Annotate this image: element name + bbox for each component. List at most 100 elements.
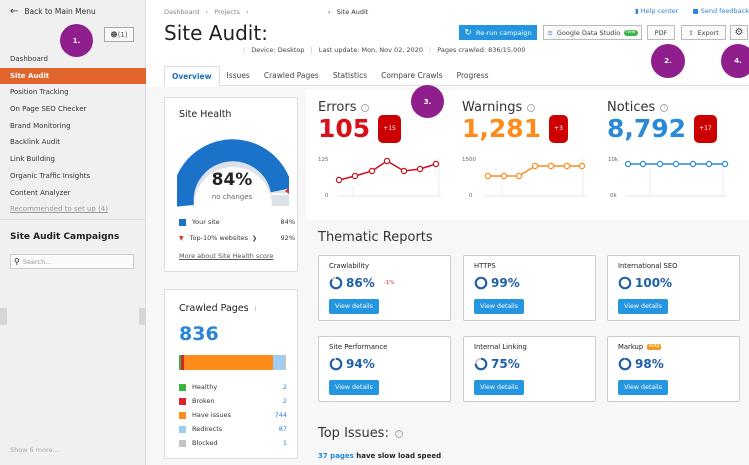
warnings-ymin: 0 <box>469 193 473 199</box>
breadcrumb: Dashboard › Projects › › Site Audit <box>164 8 368 16</box>
notices-metric[interactable]: Notices i 8,792 +17 <box>607 100 717 143</box>
sidebar-divider <box>0 219 146 220</box>
info-icon[interactable]: i <box>254 305 257 313</box>
breadcrumb-dashboard[interactable]: Dashboard <box>164 8 200 16</box>
chevron-down-icon: ❯ <box>252 234 258 242</box>
sidebar-item-organic-traffic-insights[interactable]: Organic Traffic Insights <box>10 171 91 180</box>
sidebar-item-content-analyzer[interactable]: Content Analyzer <box>10 188 71 197</box>
row-value[interactable]: 744 <box>274 411 287 419</box>
campaign-search-input[interactable]: ⚲ Search... <box>10 254 134 269</box>
show-more-link[interactable]: Show 6 more... <box>10 446 59 454</box>
row-healthy[interactable]: Healthy 2 <box>179 383 287 391</box>
notices-value: 8,792 <box>607 114 687 143</box>
tab-overview[interactable]: Overview <box>164 66 220 87</box>
book-icon: ▮ <box>635 7 641 15</box>
row-label: Have issues <box>192 411 231 419</box>
help-center-link[interactable]: ▮ Help center <box>635 7 678 15</box>
site-health-more-link[interactable]: More about Site Health score <box>179 252 274 260</box>
view-details-button[interactable]: View details <box>474 299 524 314</box>
tab-statistics[interactable]: Statistics <box>332 71 368 80</box>
sidebar-item-site-audit[interactable]: Site Audit <box>0 67 146 85</box>
report-card-site-performance: Site Performance 94% View details <box>318 336 451 402</box>
view-details-button[interactable]: View details <box>618 299 668 314</box>
row-have-issues[interactable]: Have issues 744 <box>179 411 287 419</box>
team-count: (1) <box>117 30 128 39</box>
report-pct: 94% <box>346 357 375 371</box>
tab-compare-crawls[interactable]: Compare Crawls <box>381 71 443 80</box>
errors-label: Errors <box>318 100 357 115</box>
rerun-campaign-button[interactable]: ↻ Re-run campaign <box>459 25 537 40</box>
info-icon[interactable]: i <box>394 429 403 438</box>
users-icon: ☻ <box>110 30 118 39</box>
top-issues-title: Top Issues: <box>318 426 389 441</box>
report-name: Internal Linking <box>474 343 527 351</box>
sidebar-item-dashboard[interactable]: Dashboard <box>10 55 48 63</box>
google-data-studio-button[interactable]: ≡ Google Data Studio new <box>543 25 642 40</box>
device-info: Device: Desktop <box>251 46 305 54</box>
back-to-main-menu-link[interactable]: ← Back to Main Menu <box>10 6 96 17</box>
legend-value: 92% <box>280 234 295 242</box>
report-delta: -1% <box>383 280 395 286</box>
sidebar-item-recommended[interactable]: Recommended to set up (4) <box>10 205 108 214</box>
sidebar-item-on-page-seo-checker[interactable]: On Page SEO Checker <box>10 105 87 114</box>
legend-top-10[interactable]: ▼ Top-10% websites ❯ 92% <box>179 234 295 242</box>
view-details-button[interactable]: View details <box>618 380 668 395</box>
info-icon[interactable]: i <box>361 103 370 112</box>
breadcrumb-separator: › <box>201 8 213 16</box>
annotation-badge-2: 2. <box>651 44 685 78</box>
legend-label: Your site <box>192 218 220 226</box>
search-icon: ⚲ <box>14 257 20 266</box>
errors-ymin: 0 <box>325 193 329 199</box>
report-name: HTTPS <box>474 262 496 270</box>
speech-bubble-icon: ■ <box>692 7 701 15</box>
row-broken[interactable]: Broken 2 <box>179 397 287 405</box>
report-pct: 99% <box>491 276 520 290</box>
errors-metric[interactable]: Errors i 105 +15 <box>318 100 401 143</box>
row-value[interactable]: 87 <box>278 425 287 433</box>
report-pct: 98% <box>635 357 664 371</box>
errors-delta-badge: +15 <box>378 115 401 143</box>
row-value[interactable]: 2 <box>282 383 287 391</box>
report-name: Markup beta <box>618 343 662 351</box>
tab-progress[interactable]: Progress <box>456 71 489 80</box>
view-details-button[interactable]: View details <box>474 380 524 395</box>
bar-broken <box>181 355 184 370</box>
breadcrumb-projects[interactable]: Projects <box>214 8 240 16</box>
export-label: Export <box>697 28 719 37</box>
export-button[interactable]: ⇧ Export <box>681 25 726 40</box>
beta-tag: beta <box>647 344 662 350</box>
settings-button[interactable]: ⚙ <box>730 25 748 40</box>
row-value[interactable]: 2 <box>282 397 287 405</box>
upload-icon: ⇧ <box>688 28 694 37</box>
row-blocked[interactable]: Blocked 1 <box>179 439 287 447</box>
pdf-button[interactable]: PDF <box>647 25 675 40</box>
sidebar-item-link-building[interactable]: Link Building <box>10 155 55 164</box>
view-details-button[interactable]: View details <box>329 299 379 314</box>
top-issue-link[interactable]: 37 pages <box>318 452 354 460</box>
sidebar-item-brand-monitoring[interactable]: Brand Monitoring <box>10 121 71 130</box>
send-feedback-link[interactable]: ■ Send feedback <box>692 7 749 15</box>
swatch <box>179 439 186 447</box>
sidebar-item-position-tracking[interactable]: Position Tracking <box>10 88 69 97</box>
team-members-button[interactable]: ☻ (1) <box>104 27 134 42</box>
tab-issues[interactable]: Issues <box>226 71 250 80</box>
row-redirects[interactable]: Redirects 87 <box>179 425 287 433</box>
report-pct: 75% <box>491 357 520 371</box>
tab-bar: Overview Issues Crawled Pages Statistics… <box>164 66 749 87</box>
info-icon[interactable]: i <box>527 103 536 112</box>
warnings-metric[interactable]: Warnings i 1,281 +3 <box>462 100 568 143</box>
report-card-crawlability: Crawlability 86% -1% View details <box>318 255 451 321</box>
report-card-markup: Markup beta 98% View details <box>607 336 740 402</box>
tab-crawled-pages[interactable]: Crawled Pages <box>263 71 319 80</box>
sidebar-item-backlink-audit[interactable]: Backlink Audit <box>10 138 60 147</box>
crawled-pages-card: Crawled Pages i 836 Healthy 2 Broken 2 Hav… <box>164 289 298 459</box>
scroll-handle-right[interactable] <box>139 308 146 325</box>
refresh-icon: ↻ <box>464 27 472 38</box>
errors-sparkline <box>335 158 441 197</box>
view-details-button[interactable]: View details <box>329 380 379 395</box>
row-label: Redirects <box>192 425 223 433</box>
row-value[interactable]: 1 <box>282 439 287 447</box>
info-icon[interactable]: i <box>660 103 669 112</box>
last-update: Last update: Mon, Nov 02, 2020 <box>318 46 424 54</box>
scroll-handle-left[interactable] <box>0 308 7 325</box>
